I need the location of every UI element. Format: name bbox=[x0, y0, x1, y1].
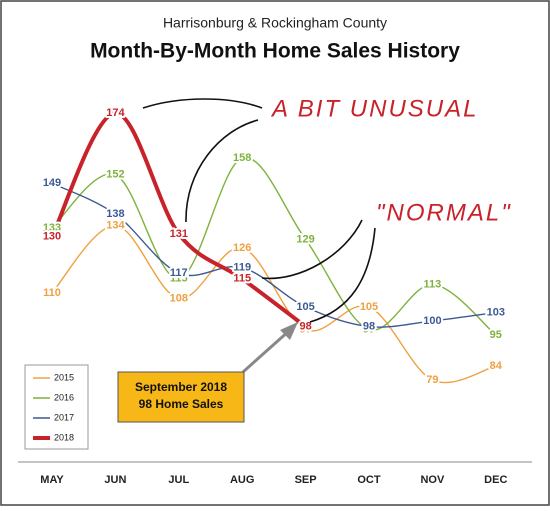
data-label: 105 bbox=[360, 301, 378, 313]
series-line bbox=[51, 182, 497, 328]
data-label: 126 bbox=[233, 242, 251, 254]
callout-text: September 2018 bbox=[135, 380, 227, 394]
arrow bbox=[261, 219, 363, 280]
x-tick-label: MAY bbox=[40, 474, 64, 486]
annotation: "NORMAL" bbox=[376, 199, 512, 226]
data-label: 100 bbox=[423, 315, 441, 327]
callout-text: 98 Home Sales bbox=[139, 397, 224, 411]
data-label: 95 bbox=[490, 329, 502, 341]
series-line bbox=[50, 110, 308, 329]
legend-label: 2015 bbox=[54, 372, 74, 382]
data-label: 98 bbox=[299, 321, 311, 333]
data-label: 152 bbox=[106, 169, 124, 181]
callout-box bbox=[117, 371, 245, 423]
legend-label: 2018 bbox=[54, 432, 74, 442]
x-tick-label: SEP bbox=[295, 474, 317, 486]
data-label: 97 bbox=[299, 323, 311, 335]
chart-subtitle: Harrisonburg & Rockingham County bbox=[163, 15, 387, 31]
callout-arrow bbox=[242, 328, 291, 374]
data-label: 149 bbox=[43, 177, 61, 189]
data-label: 130 bbox=[43, 231, 61, 243]
data-label: 174 bbox=[106, 107, 125, 119]
data-label: 129 bbox=[296, 233, 314, 245]
data-label: 79 bbox=[426, 374, 438, 386]
callout-arrowhead bbox=[280, 322, 298, 340]
data-label: 97 bbox=[363, 323, 375, 335]
data-label: 103 bbox=[487, 306, 505, 318]
arrow bbox=[309, 227, 376, 323]
series-line bbox=[51, 157, 497, 336]
x-tick-label: JUN bbox=[104, 474, 126, 486]
series-line bbox=[51, 224, 497, 384]
arrow bbox=[142, 98, 263, 109]
data-label: 138 bbox=[106, 208, 124, 220]
data-label: 119 bbox=[233, 261, 251, 273]
data-label: 133 bbox=[43, 222, 61, 234]
data-label: 98 bbox=[363, 321, 375, 333]
legend-entries: 2015 2016 2017 2018 bbox=[33, 372, 74, 442]
data-label: 84 bbox=[490, 360, 503, 372]
arrow bbox=[185, 119, 259, 223]
data-label: 105 bbox=[296, 301, 314, 313]
x-tick-label: JUL bbox=[168, 474, 189, 486]
marks: 110 134 108 126 97 105 79 84 133 152 115 158 129 97 11… bbox=[41, 105, 507, 388]
legend bbox=[24, 364, 89, 450]
data-label: 108 bbox=[170, 292, 188, 304]
annotation: A BIT UNUSUAL bbox=[270, 95, 478, 122]
data-label: 110 bbox=[43, 287, 61, 299]
data-label: 134 bbox=[106, 219, 125, 231]
x-tick-label: OCT bbox=[357, 474, 381, 486]
data-label: 115 bbox=[170, 273, 188, 285]
chart-title: Month-By-Month Home Sales History bbox=[90, 40, 460, 63]
x-tick-label: DEC bbox=[484, 474, 507, 486]
data-label: 117 bbox=[170, 267, 188, 279]
x-tick-label: NOV bbox=[420, 474, 445, 486]
legend-label: 2016 bbox=[54, 392, 74, 402]
data-label: 115 bbox=[233, 273, 251, 285]
data-label: 113 bbox=[424, 278, 442, 290]
data-label: 131 bbox=[170, 228, 188, 240]
legend-label: 2017 bbox=[54, 412, 74, 422]
x-tick-label: AUG bbox=[230, 474, 254, 486]
data-label: 158 bbox=[233, 152, 251, 164]
annotation-arrows bbox=[142, 98, 376, 323]
